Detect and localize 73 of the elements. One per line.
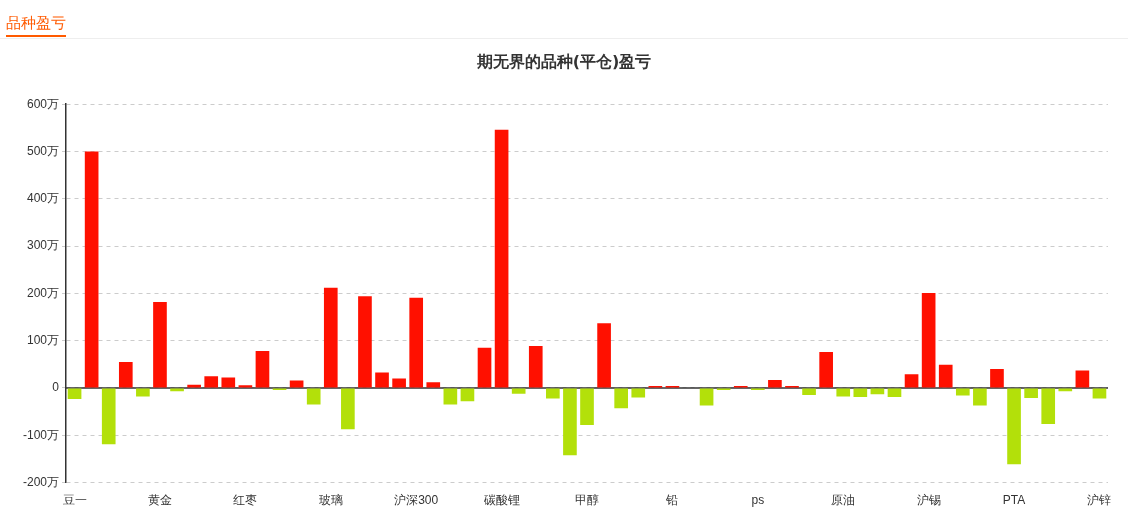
x-tick-label: 沪锌 — [1087, 493, 1112, 508]
bar — [614, 388, 629, 409]
bar — [990, 369, 1004, 388]
x-tick-label: 豆一 — [62, 493, 87, 508]
y-tick-label: 400万 — [26, 191, 60, 206]
bar — [101, 388, 116, 445]
bar — [67, 388, 82, 399]
y-tick-label: 0 — [52, 380, 60, 395]
bar — [836, 388, 851, 397]
y-tick-label: -100万 — [22, 427, 60, 442]
bar — [819, 352, 833, 388]
bar — [887, 388, 902, 397]
chart-title: 期无界的品种(平仓)盈亏 — [475, 51, 652, 71]
y-tick-label: 200万 — [26, 285, 60, 300]
x-tick-label: 黄金 — [147, 493, 172, 508]
bar — [84, 151, 99, 388]
bar — [904, 374, 919, 388]
bar — [255, 351, 270, 388]
bar — [511, 388, 526, 394]
x-tick-label: 原油 — [831, 493, 856, 508]
bar — [580, 388, 594, 425]
x-tick-label: 玻璃 — [318, 493, 343, 508]
y-tick-label: 100万 — [26, 333, 60, 348]
bar — [238, 385, 253, 388]
x-tick-label: 沪深300 — [394, 493, 439, 508]
bar — [392, 378, 406, 388]
y-tick-label: 300万 — [26, 238, 60, 253]
x-tick-label: 碳酸锂 — [482, 493, 520, 508]
bar — [409, 297, 424, 388]
bar — [563, 388, 577, 456]
bar — [955, 388, 970, 396]
bar — [1007, 388, 1021, 465]
text: 品种盈亏 — [6, 14, 66, 37]
bar — [460, 388, 475, 402]
bar — [426, 382, 441, 388]
bar — [358, 296, 372, 388]
x-tick-label: 甲醇 — [575, 493, 600, 508]
bar — [187, 384, 201, 388]
bar — [1041, 388, 1056, 424]
x-tick-label: 沪锡 — [916, 493, 941, 508]
bar — [477, 347, 492, 388]
bar — [204, 376, 219, 388]
bar — [853, 388, 868, 397]
bar — [973, 388, 987, 406]
x-tick-label: ps — [751, 493, 765, 508]
bar — [631, 388, 646, 398]
bar — [118, 361, 133, 388]
bar — [443, 388, 458, 405]
bar — [938, 364, 953, 388]
bar — [802, 388, 816, 396]
y-tick-label: 600万 — [26, 96, 60, 111]
bar — [323, 287, 338, 388]
bar — [341, 388, 355, 430]
y-tick-label: -200万 — [22, 474, 60, 489]
bar — [1024, 388, 1038, 398]
bar — [1075, 370, 1090, 388]
bar — [494, 129, 509, 388]
bar — [306, 388, 321, 405]
x-tick-label: 红枣 — [233, 493, 258, 508]
y-tick-label: 500万 — [26, 143, 60, 158]
bar — [221, 377, 236, 388]
x-tick-label: PTA — [1002, 493, 1026, 508]
bar — [921, 292, 936, 388]
bar — [546, 388, 560, 399]
bar — [597, 323, 611, 388]
x-tick-label: 铅 — [665, 493, 679, 508]
bar — [289, 380, 304, 388]
bar — [528, 345, 543, 388]
bar — [699, 388, 714, 406]
bar — [136, 388, 150, 397]
bar — [768, 379, 782, 388]
bar — [153, 301, 167, 388]
bar — [375, 372, 389, 388]
